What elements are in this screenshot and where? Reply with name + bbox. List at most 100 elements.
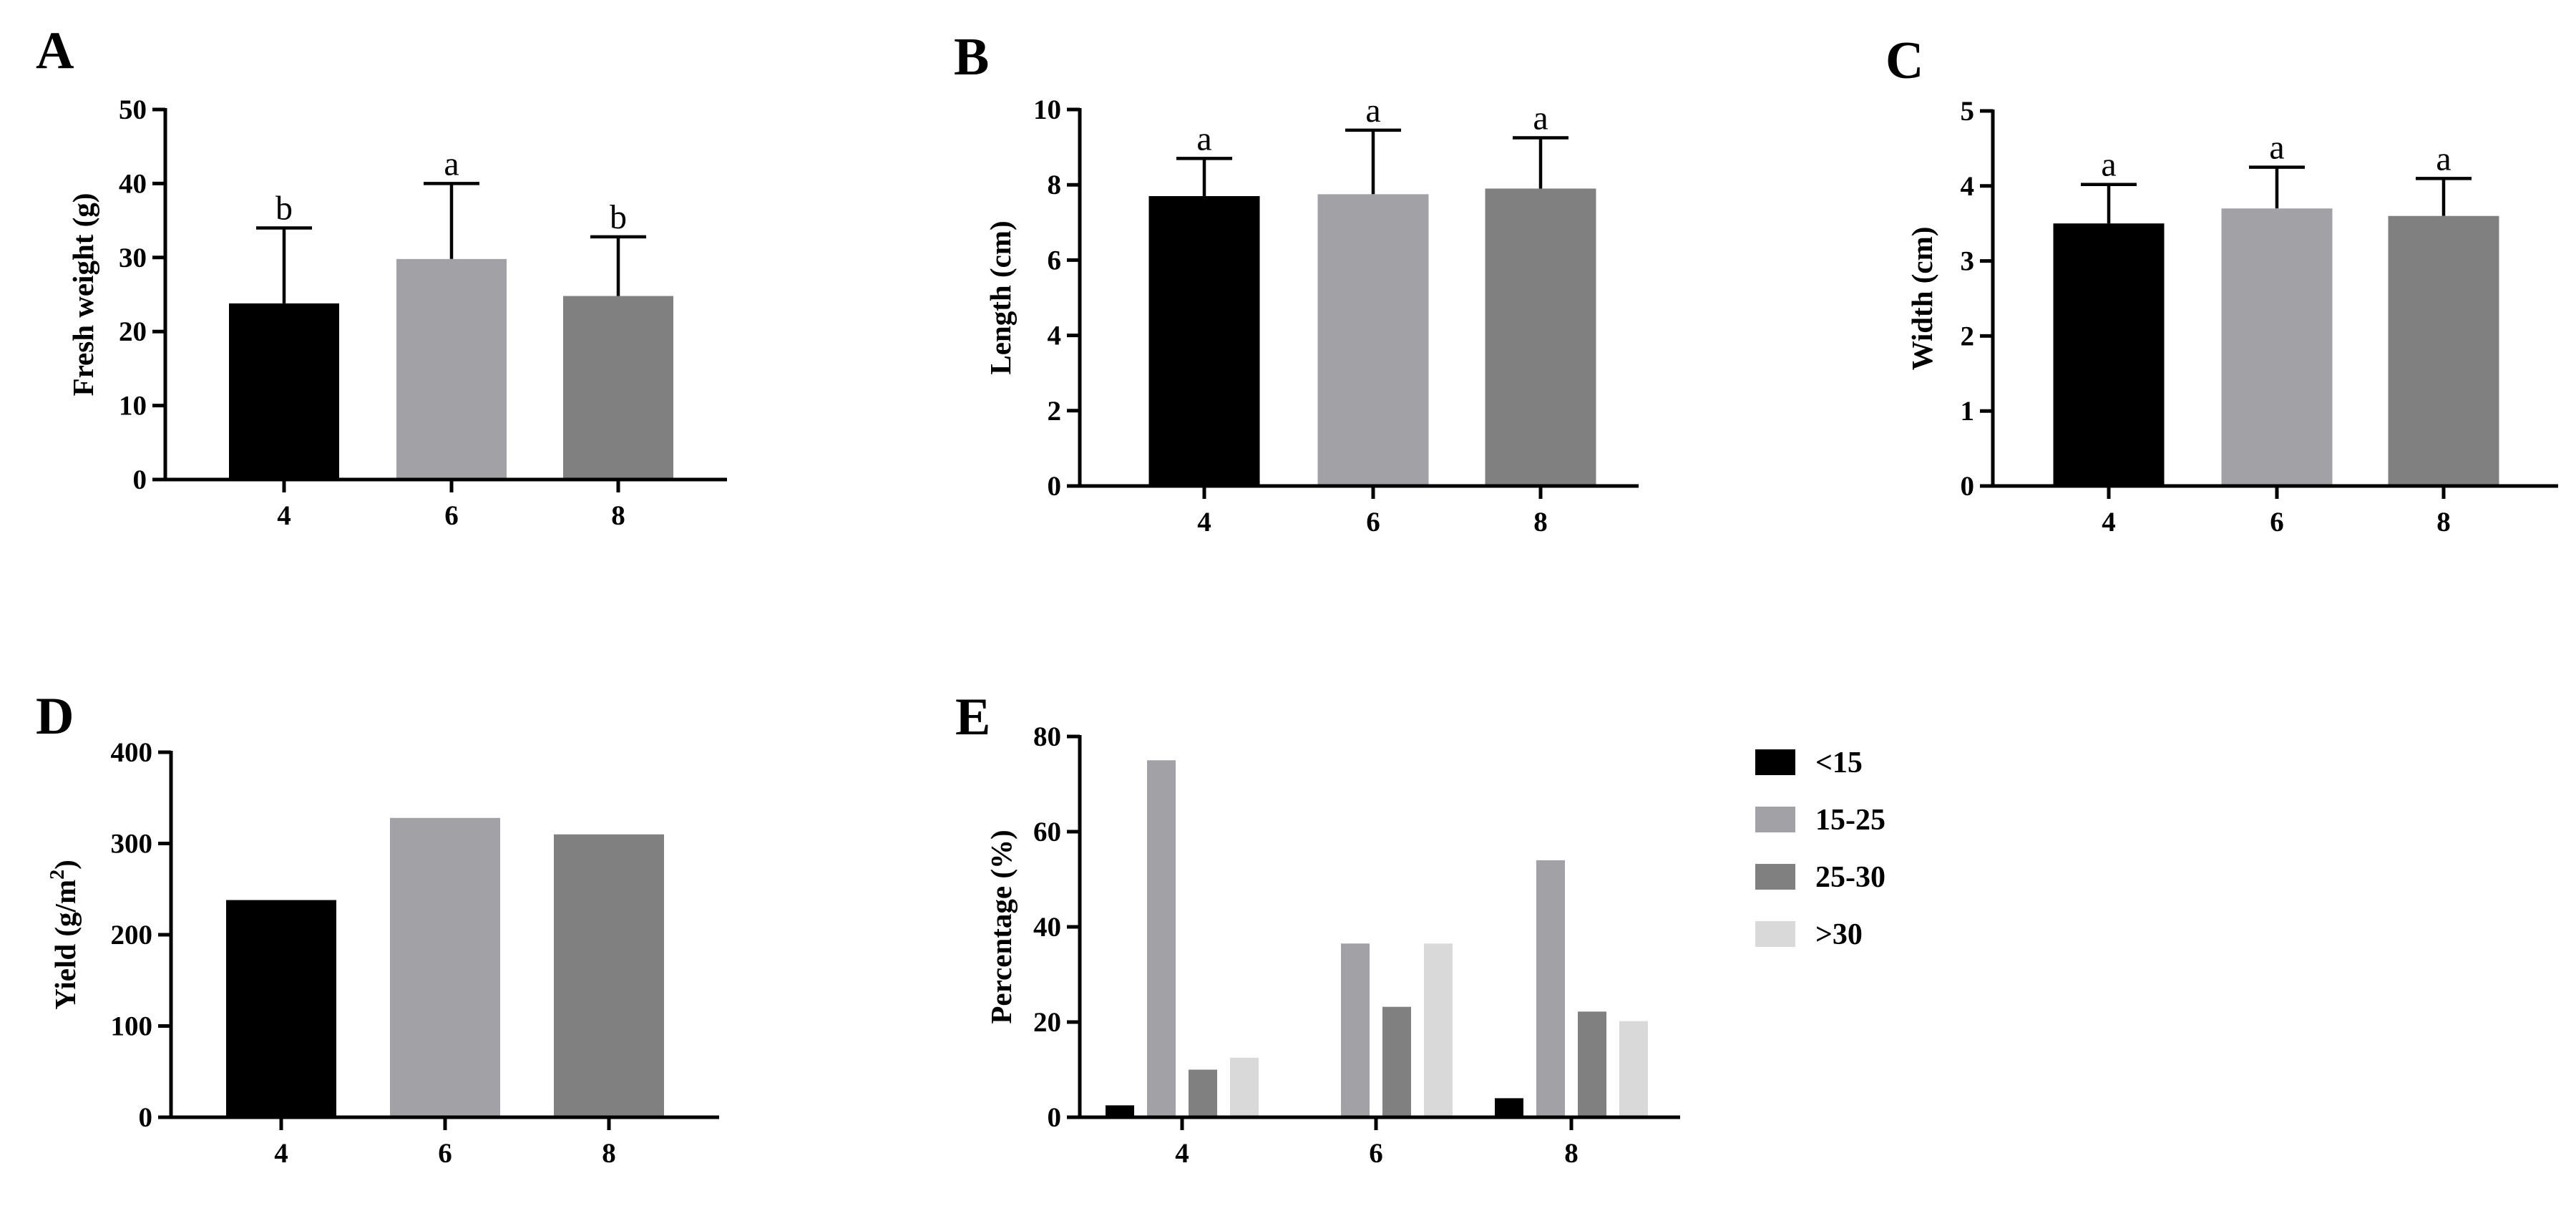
bar <box>1619 1021 1648 1117</box>
bar <box>2221 208 2333 486</box>
y-tick-label: 2 <box>1961 321 1975 351</box>
x-tick-label: 8 <box>1564 1138 1579 1169</box>
significance-letter: b <box>610 198 627 236</box>
bar <box>1148 195 1260 486</box>
x-tick-label: 6 <box>438 1138 452 1169</box>
y-axis-title: Width (cm) <box>1906 227 1938 371</box>
bar <box>563 296 673 480</box>
y-tick-label: 8 <box>1048 170 1062 200</box>
y-tick-label: 10 <box>119 391 147 422</box>
y-tick-label: 40 <box>1033 912 1061 943</box>
x-tick-label: 8 <box>2436 507 2451 538</box>
significance-letter: a <box>2101 146 2116 184</box>
y-tick-label: 60 <box>1033 817 1061 847</box>
y-tick-label: 10 <box>1033 94 1061 125</box>
y-tick-label: 0 <box>1048 471 1062 502</box>
panel-label: E <box>955 688 990 747</box>
bar <box>226 900 336 1117</box>
bar <box>1106 1105 1134 1117</box>
legend-label: <15 <box>1815 747 1863 779</box>
significance-letter: b <box>275 189 293 227</box>
bar <box>1317 194 1429 486</box>
y-tick-label: 80 <box>1033 721 1061 752</box>
y-tick-label: 30 <box>119 243 147 273</box>
bar <box>229 303 339 480</box>
bar <box>1536 860 1565 1117</box>
bar <box>1424 943 1453 1117</box>
y-tick-label: 4 <box>1961 171 1975 202</box>
legend: <15 15-25 25-30 >30 <box>1755 747 1885 951</box>
y-tick-label: 40 <box>119 168 147 199</box>
x-tick-label: 6 <box>1366 507 1380 538</box>
bar <box>1485 188 1596 486</box>
significance-letter: a <box>1533 99 1548 137</box>
significance-letter: a <box>1196 120 1211 157</box>
bar <box>1382 1006 1411 1117</box>
significance-letter: a <box>2436 140 2451 178</box>
y-tick-label: 400 <box>111 737 153 768</box>
x-tick-label: 6 <box>444 500 459 531</box>
y-axis-title-end: ) <box>49 860 82 870</box>
y-tick-label: 0 <box>139 1102 153 1133</box>
panel-a-fresh-weight: A 0 10 20 30 40 50 Fresh weight (g) b a b 4 6 8 <box>36 21 727 531</box>
y-tick-label: 20 <box>119 316 147 347</box>
x-tick-label: 8 <box>602 1138 616 1169</box>
legend-swatch <box>1755 921 1795 947</box>
y-tick-label: 6 <box>1048 245 1062 276</box>
bar <box>1495 1098 1523 1117</box>
panel-d-yield: D 0 100 200 300 400 Yield (g/m2) 4 6 8 <box>36 687 719 1169</box>
x-tick-label: 4 <box>1197 507 1211 538</box>
y-tick-label: 0 <box>1048 1102 1062 1133</box>
y-tick-label: 2 <box>1048 396 1062 427</box>
panel-label: A <box>36 21 74 80</box>
y-axis-title-main: Yield (g/m <box>49 880 82 1010</box>
bar <box>390 817 500 1117</box>
x-tick-label: 4 <box>277 500 291 531</box>
panel-e-percentage: E 0 20 40 60 80 Percentage (%) 4 6 8 <15 15-25 25-30… <box>955 688 1885 1169</box>
bar <box>1189 1069 1217 1117</box>
x-tick-label: 4 <box>274 1138 288 1169</box>
legend-label: 15-25 <box>1815 804 1885 837</box>
y-axis-title: Percentage (%) <box>985 830 1018 1023</box>
bar <box>1147 760 1176 1117</box>
y-tick-label: 0 <box>1961 471 1975 502</box>
panel-b-length: B 0 2 4 6 8 10 Length (cm) a a a 4 6 8 <box>954 28 1639 538</box>
legend-swatch <box>1755 807 1795 832</box>
panel-label: B <box>954 28 989 87</box>
x-tick-label: 4 <box>1175 1138 1189 1169</box>
y-axis-title: Yield (g/m2) <box>47 860 82 1009</box>
legend-label: >30 <box>1815 918 1863 951</box>
y-axis-title: Length (cm) <box>984 220 1017 374</box>
significance-letter: a <box>2269 129 2284 167</box>
panel-c-width: C 0 1 2 3 4 5 Width (cm) a a a 4 6 8 <box>1885 31 2558 538</box>
y-tick-label: 4 <box>1048 321 1062 351</box>
legend-swatch <box>1755 864 1795 890</box>
x-tick-label: 6 <box>2270 507 2284 538</box>
y-axis-title: Fresh weight (g) <box>67 193 99 397</box>
bar <box>1578 1011 1606 1117</box>
y-tick-label: 5 <box>1961 96 1975 127</box>
legend-swatch <box>1755 749 1795 775</box>
y-tick-label: 0 <box>133 465 147 495</box>
bar <box>2388 215 2499 486</box>
y-tick-label: 1 <box>1961 396 1975 427</box>
bar <box>1230 1057 1259 1117</box>
significance-letter: a <box>444 145 459 183</box>
bar <box>1341 943 1370 1117</box>
y-tick-label: 20 <box>1033 1007 1061 1038</box>
x-tick-label: 8 <box>1533 507 1548 538</box>
bar <box>396 258 507 480</box>
y-tick-label: 100 <box>111 1011 153 1042</box>
legend-label: 25-30 <box>1815 861 1885 894</box>
bar <box>554 834 664 1117</box>
y-axis-title-superscript: 2 <box>47 870 69 880</box>
x-tick-label: 8 <box>611 500 625 531</box>
y-tick-label: 200 <box>111 920 153 950</box>
x-tick-label: 6 <box>1369 1138 1383 1169</box>
x-tick-label: 4 <box>2102 507 2116 538</box>
bar <box>2053 223 2165 486</box>
y-tick-label: 50 <box>119 94 147 125</box>
y-tick-label: 3 <box>1961 246 1975 277</box>
panel-label: C <box>1885 31 1923 90</box>
